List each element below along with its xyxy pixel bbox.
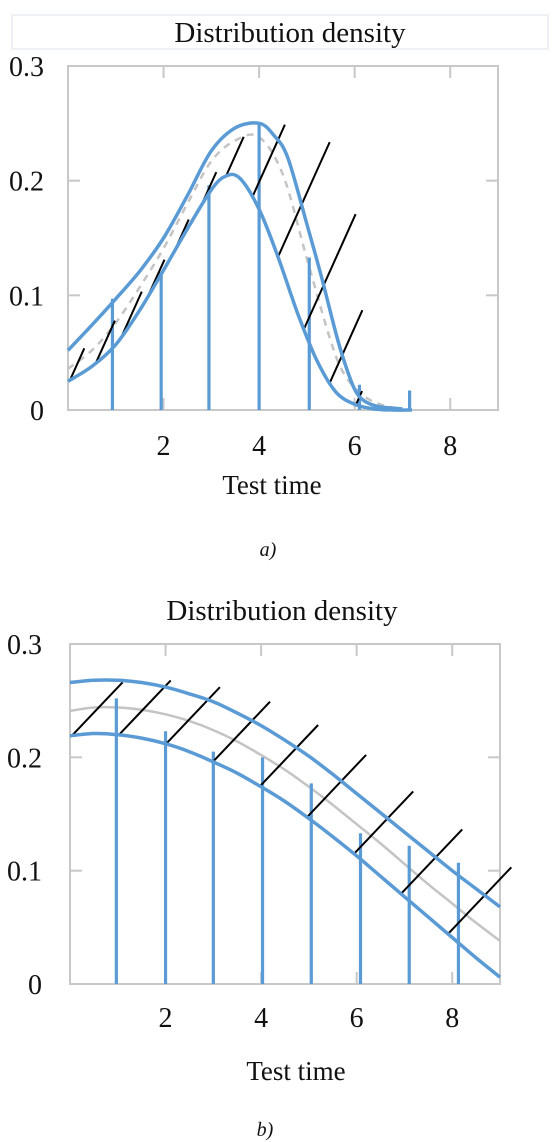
x-tick-label: 4 xyxy=(254,1003,268,1034)
hatch-line xyxy=(121,291,143,337)
plot-area-frame xyxy=(69,643,501,985)
plot-area-frame xyxy=(67,65,499,411)
title-box xyxy=(11,14,549,50)
hatch-line xyxy=(277,141,331,258)
y-tick-label: 0.2 xyxy=(7,743,42,774)
chart-title: Distribution density xyxy=(166,595,398,627)
hatch-line xyxy=(306,754,367,818)
x-axis-label: Test time xyxy=(246,1056,345,1086)
x-tick-label: 2 xyxy=(157,431,171,462)
hatch-line xyxy=(212,701,271,763)
upper-bound-curve xyxy=(66,121,403,411)
x-tick-label: 8 xyxy=(445,1003,459,1034)
x-tick-label: 6 xyxy=(350,1003,364,1034)
hatch-line xyxy=(95,320,116,364)
hatch-line xyxy=(329,309,364,383)
band-curves xyxy=(66,121,413,412)
chart-panel-b: Distribution density 2 4 6 8 0 0.1 0.2 0.3 Test… xyxy=(7,595,513,1141)
hatch-line xyxy=(225,136,245,177)
tick-labels: 2 4 6 8 0 0.1 0.2 0.3 xyxy=(7,630,459,1034)
plot-frame xyxy=(67,65,499,411)
y-tick-label: 0.3 xyxy=(7,630,42,661)
stems xyxy=(110,123,412,410)
panel-caption: a) xyxy=(260,539,277,561)
hatch-line xyxy=(259,724,319,787)
hatch-line xyxy=(118,679,172,736)
y-tick-label: 0.1 xyxy=(9,281,44,312)
plot-frame xyxy=(69,643,501,985)
hatch-line xyxy=(69,347,86,381)
hatch-line xyxy=(447,866,513,935)
hatch-line xyxy=(353,790,414,855)
hatch-line xyxy=(71,681,124,737)
y-tick-label: 0.3 xyxy=(9,52,44,83)
hatch-line xyxy=(165,686,221,745)
chart-panel-a: Distribution density 2 4 6 8 0 0.1 0.2 0.3 Test… xyxy=(9,14,549,561)
hatch-lines xyxy=(71,679,513,935)
y-tick-label: 0.1 xyxy=(7,857,42,888)
stems xyxy=(114,698,461,984)
y-tick-label: 0 xyxy=(30,396,44,427)
hatch-line xyxy=(251,124,286,199)
hatch-line xyxy=(400,828,463,895)
x-tick-label: 4 xyxy=(252,431,266,462)
panel-caption: b) xyxy=(257,1119,274,1141)
upper-bound-curve xyxy=(69,678,502,909)
lower-bound-curve xyxy=(69,731,502,979)
band-curves xyxy=(69,678,502,979)
chart-title: Distribution density xyxy=(174,17,406,49)
tick-labels: 2 4 6 8 0 0.1 0.2 0.3 xyxy=(9,52,457,462)
mean-curve-line xyxy=(67,133,403,411)
x-tick-label: 6 xyxy=(348,431,362,462)
mean-curve xyxy=(67,133,403,411)
lower-bound-curve xyxy=(67,172,413,412)
x-tick-label: 8 xyxy=(443,431,457,462)
y-tick-label: 0 xyxy=(28,970,42,1001)
hatch-line xyxy=(303,213,357,330)
y-tick-label: 0.2 xyxy=(9,167,44,198)
x-axis-label: Test time xyxy=(222,470,321,500)
x-tick-label: 2 xyxy=(159,1003,173,1034)
